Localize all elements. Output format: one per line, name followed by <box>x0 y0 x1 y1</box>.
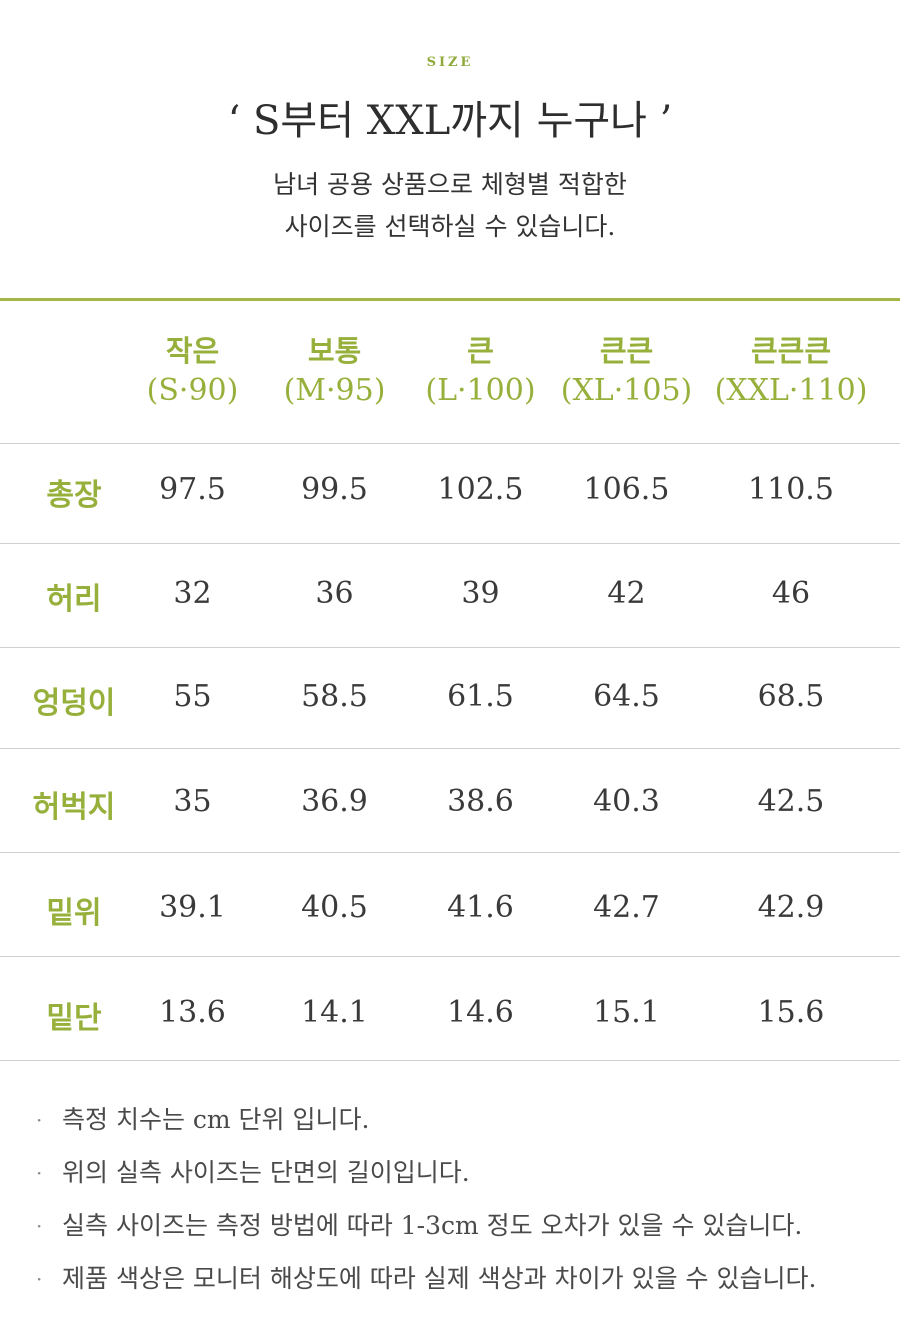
table-row-thigh: 허벅지 35 36.9 38.6 40.3 42.5 <box>0 749 900 853</box>
size-table: 작은 (S·90) 보통 (M·95) 큰 (L·100) 큰큰 (XL·105… <box>0 301 900 1061</box>
table-cell: 106.5 <box>583 472 670 507</box>
column-size: (XL·105) <box>560 373 693 408</box>
bullet: · <box>36 1214 43 1238</box>
intro-line-1: 남녀 공용 상품으로 체형별 적합한 <box>273 170 627 199</box>
column-header-xxl: 큰큰큰 (XXL·110) <box>700 331 882 411</box>
table-cell: 36.9 <box>301 784 368 819</box>
column-header-xl: 큰큰 (XL·105) <box>554 331 699 411</box>
notes-list: · 측정 치수는 cm 단위 입니다. · 위의 실측 사이즈는 단면의 길이입… <box>36 1098 886 1310</box>
bullet: · <box>36 1161 43 1185</box>
table-row-hem: 밑단 13.6 14.1 14.6 15.1 15.6 <box>0 957 900 1061</box>
column-name: 큰큰 <box>599 334 654 368</box>
table-cell: 102.5 <box>437 472 524 507</box>
column-header-l: 큰 (L·100) <box>408 331 553 411</box>
note-text: 제품 색상은 모니터 해상도에 따라 실제 색상과 차이가 있을 수 있습니다. <box>62 1264 817 1293</box>
note-item: · 위의 실측 사이즈는 단면의 길이입니다. <box>36 1151 886 1204</box>
note-text: 측정 치수는 cm 단위 입니다. <box>62 1105 370 1134</box>
table-cell: 61.5 <box>447 679 514 714</box>
table-top-rule <box>0 298 900 301</box>
table-cell: 41.6 <box>447 890 514 925</box>
column-name: 보통 <box>307 334 362 368</box>
note-item: · 제품 색상은 모니터 해상도에 따라 실제 색상과 차이가 있을 수 있습니… <box>36 1257 886 1310</box>
note-text: 위의 실측 사이즈는 단면의 길이입니다. <box>62 1158 470 1187</box>
column-header-s: 작은 (S·90) <box>120 331 265 411</box>
table-cell: 40.3 <box>593 784 660 819</box>
table-cell: 58.5 <box>301 679 368 714</box>
table-cell: 32 <box>173 576 212 611</box>
table-cell: 42.5 <box>757 784 825 819</box>
intro-line-2: 사이즈를 선택하실 수 있습니다. <box>284 212 616 241</box>
column-name: 큰큰큰 <box>750 334 832 368</box>
row-label: 밑위 <box>46 896 102 931</box>
table-cell: 97.5 <box>159 472 226 507</box>
row-label: 허벅지 <box>32 790 116 825</box>
intro-text: 남녀 공용 상품으로 체형별 적합한 사이즈를 선택하실 수 있습니다. <box>0 164 900 248</box>
bullet: · <box>36 1108 43 1132</box>
table-cell: 42.7 <box>593 890 660 925</box>
column-name: 작은 <box>165 334 220 368</box>
column-header-m: 보통 (M·95) <box>262 331 407 411</box>
bullet: · <box>36 1267 43 1291</box>
table-cell: 68.5 <box>757 679 825 714</box>
table-cell: 42 <box>607 576 646 611</box>
column-name: 큰 <box>467 334 494 368</box>
table-cell: 38.6 <box>447 784 514 819</box>
table-cell: 42.9 <box>757 890 825 925</box>
table-cell: 14.6 <box>447 995 514 1030</box>
table-cell: 55 <box>173 679 212 714</box>
table-header-row: 작은 (S·90) 보통 (M·95) 큰 (L·100) 큰큰 (XL·105… <box>0 301 900 444</box>
column-size: (M·95) <box>283 373 386 408</box>
note-item: · 측정 치수는 cm 단위 입니다. <box>36 1098 886 1151</box>
table-cell: 46 <box>771 576 811 611</box>
table-cell: 39.1 <box>159 890 226 925</box>
table-cell: 110.5 <box>748 472 834 507</box>
note-text: 실측 사이즈는 측정 방법에 따라 1-3cm 정도 오차가 있을 수 있습니다… <box>62 1211 803 1240</box>
row-label: 허리 <box>46 582 102 617</box>
section-eyebrow: SIZE <box>426 55 474 70</box>
note-item: · 실측 사이즈는 측정 방법에 따라 1-3cm 정도 오차가 있을 수 있습… <box>36 1204 886 1257</box>
table-cell: 99.5 <box>301 472 368 507</box>
table-cell: 13.6 <box>159 995 226 1030</box>
table-cell: 39 <box>461 576 500 611</box>
column-size: (S·90) <box>146 373 239 408</box>
table-cell: 15.6 <box>757 995 825 1030</box>
row-label: 밑단 <box>46 1001 102 1036</box>
column-size: (L·100) <box>425 373 536 408</box>
row-label: 엉덩이 <box>32 686 116 721</box>
row-label: 총장 <box>46 478 102 513</box>
table-row-waist: 허리 32 36 39 42 46 <box>0 544 900 648</box>
table-cell: 40.5 <box>301 890 368 925</box>
table-row-rise: 밑위 39.1 40.5 41.6 42.7 42.9 <box>0 853 900 957</box>
table-cell: 14.1 <box>301 995 368 1030</box>
table-cell: 15.1 <box>593 995 660 1030</box>
table-row-hip: 엉덩이 55 58.5 61.5 64.5 68.5 <box>0 648 900 749</box>
table-cell: 35 <box>173 784 212 819</box>
column-size: (XXL·110) <box>714 373 868 408</box>
table-cell: 64.5 <box>593 679 660 714</box>
page-title: ‘ S부터 XXL까지 누구나 ’ <box>227 98 673 144</box>
table-cell: 36 <box>315 576 354 611</box>
table-row-length: 총장 97.5 99.5 102.5 106.5 110.5 <box>0 444 900 544</box>
